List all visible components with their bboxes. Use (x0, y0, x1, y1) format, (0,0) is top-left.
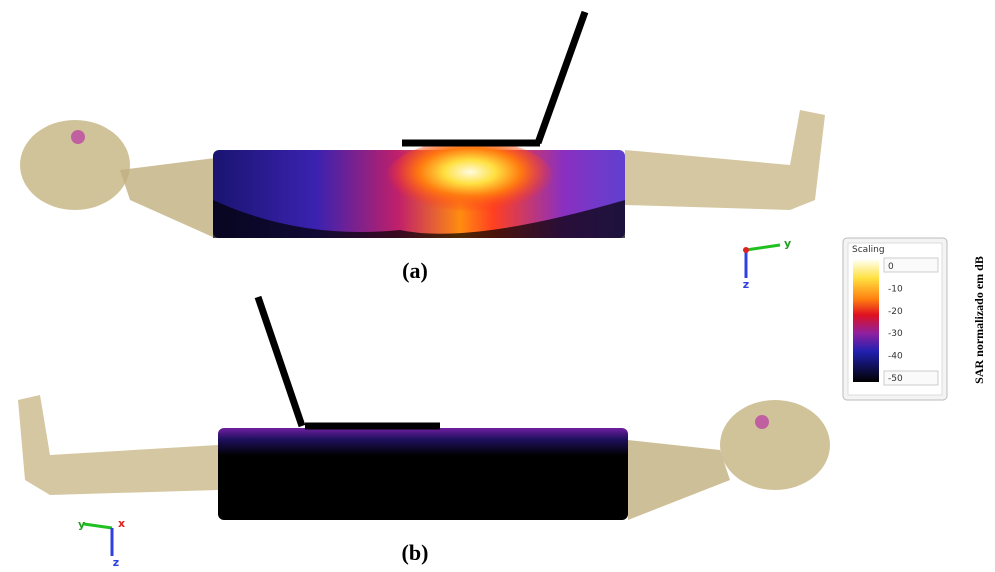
axis-label: z (113, 556, 119, 569)
panel-label: (b) (402, 540, 429, 565)
axis-indicator-b: y x z (78, 517, 125, 569)
axis-label: z (743, 278, 749, 291)
scale-tick: -30 (888, 329, 903, 339)
laptop-screen (534, 10, 589, 145)
scale-title: Scaling (852, 245, 885, 255)
scale-tick: -50 (888, 374, 903, 384)
axis-label: y (784, 237, 791, 250)
laptop-screen (254, 295, 306, 428)
axis-indicator-a: y z (743, 237, 791, 291)
scale-tick: -10 (888, 284, 903, 294)
sar-map (218, 428, 628, 520)
body-model-a (20, 10, 825, 238)
scale-tick: -40 (888, 352, 903, 362)
scale-tick: -20 (888, 307, 903, 317)
panel-label: (a) (402, 258, 428, 283)
color-bar (853, 260, 879, 382)
axis-label: x (118, 517, 125, 530)
scale-tick: 0 (888, 262, 894, 272)
scale-label: SAR normalizado em dB (972, 256, 986, 384)
body-model-b (18, 295, 830, 520)
axis-label: y (78, 518, 85, 531)
scaling-widget: Scaling 0 -10 -20 -30 -40 -50 (842, 237, 948, 401)
